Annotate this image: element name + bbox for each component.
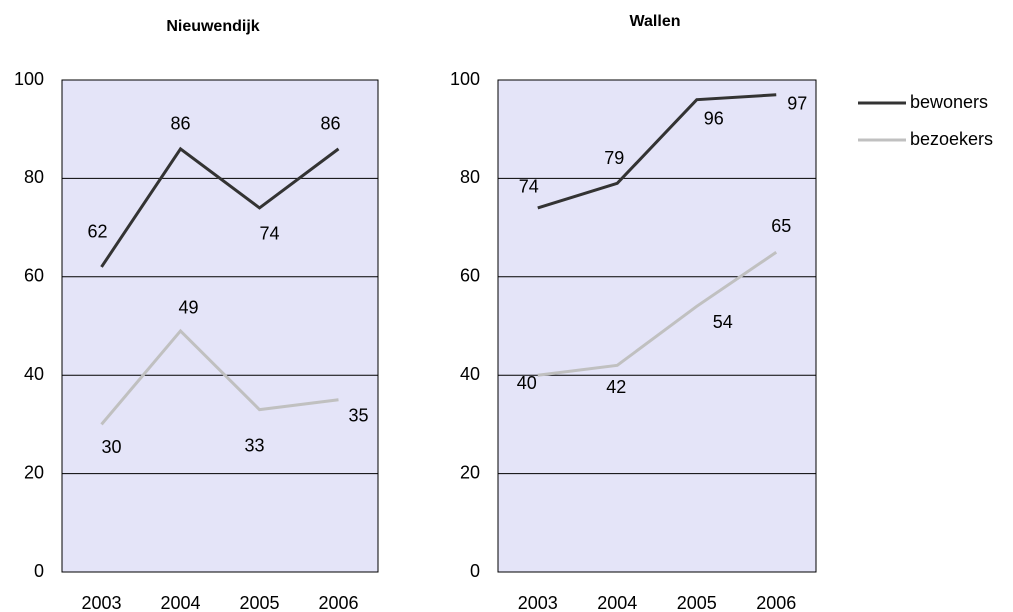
data-label: 33: [244, 435, 264, 455]
line: [100, 146, 340, 268]
legend-label: bewoners: [910, 92, 988, 112]
data-label: 54: [713, 312, 733, 332]
plot-area: [62, 80, 378, 572]
x-tick-label: 2003: [518, 593, 558, 612]
line: [537, 93, 777, 210]
data-label: 86: [170, 114, 190, 134]
data-label: 62: [87, 222, 107, 242]
data-label: 42: [606, 377, 626, 397]
x-tick-label: 2005: [677, 593, 717, 612]
data-label: 74: [519, 177, 539, 197]
y-tick-label: 60: [24, 266, 44, 286]
y-tick-label: 80: [24, 167, 44, 187]
plot-border: [61, 79, 379, 573]
data-label: 74: [259, 224, 279, 244]
x-tick-label: 2005: [239, 593, 279, 612]
x-tick-label: 2003: [81, 593, 121, 612]
y-tick-label: 20: [460, 462, 480, 482]
x-tick-label: 2006: [318, 593, 358, 612]
data-label: 86: [320, 114, 340, 134]
data-label: 97: [787, 94, 807, 114]
y-tick-label: 0: [34, 561, 44, 581]
line: [537, 250, 778, 377]
data-label: 30: [101, 437, 121, 457]
plot-area: [498, 80, 816, 572]
x-tick-label: 2004: [160, 593, 200, 612]
x-tick-label: 2004: [597, 593, 637, 612]
data-label: 79: [604, 148, 624, 168]
y-tick-label: 100: [14, 69, 44, 89]
y-tick-label: 80: [460, 167, 480, 187]
y-tick-label: 60: [460, 266, 480, 286]
data-label: 96: [704, 108, 724, 128]
y-tick-label: 40: [24, 364, 44, 384]
plot-border: [497, 79, 817, 573]
data-label: 65: [771, 216, 791, 236]
y-tick-label: 0: [470, 561, 480, 581]
x-tick-label: 2006: [756, 593, 796, 612]
chart-title: Wallen: [630, 13, 681, 30]
legend-label: bezoekers: [910, 129, 993, 149]
y-tick-label: 20: [24, 462, 44, 482]
chart-title: Nieuwendijk: [166, 18, 259, 35]
line: [100, 328, 339, 426]
y-tick-label: 40: [460, 364, 480, 384]
data-label: 35: [348, 406, 368, 426]
y-tick-label: 100: [450, 69, 480, 89]
data-label: 49: [178, 298, 198, 318]
data-label: 40: [517, 373, 537, 393]
